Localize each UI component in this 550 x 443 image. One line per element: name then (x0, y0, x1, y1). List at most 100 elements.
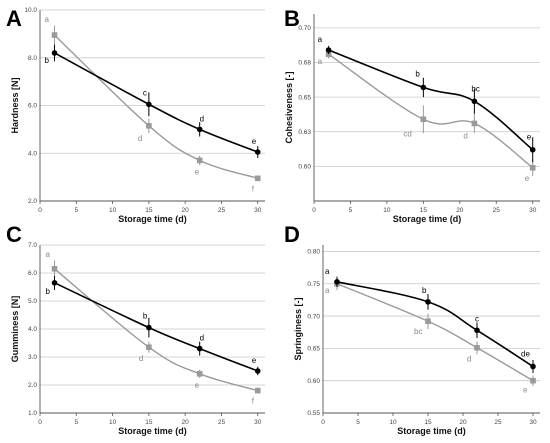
panel-d-series-black-point (474, 327, 480, 334)
panel-a-series-black-point (196, 126, 203, 133)
panel-b-x-tick-label: 15 (420, 207, 428, 214)
panel-a-x-tick-label: 5 (74, 207, 78, 214)
panel-d-series-gray-line (336, 283, 534, 382)
panel-a-letter: A (6, 6, 22, 31)
panel-d-x-tick-label: 15 (424, 419, 432, 426)
panel-c-series-black-point-label: d (200, 334, 204, 343)
panel-c-x-axis-title: Storage time (d) (118, 426, 187, 436)
panel-b-y-tick-label: 0.65 (298, 94, 311, 101)
panel-b-series-gray-point-label: a (318, 57, 323, 66)
panel-c-x-tick-label: 30 (254, 419, 262, 426)
panel-b-series-gray-point (471, 120, 478, 127)
panel-b-x-tick-label: 25 (493, 207, 501, 214)
panel-d-x-tick-label: 20 (459, 419, 467, 426)
panel-d-series-gray-point-label: bc (414, 327, 422, 336)
panel-c-series-gray-point-label: f (252, 397, 255, 406)
panel-b-series-black-point-label: b (415, 69, 420, 78)
panel-a-series-gray-point (146, 122, 152, 129)
panel-d-series-black-point-label: c (475, 314, 479, 323)
panel-c-series-gray-point-label: d (139, 354, 143, 363)
panel-d-y-tick-label: 0.65 (307, 346, 320, 353)
panel-b-y-tick-label: 0.68 (298, 60, 311, 67)
panel-c-y-tick-label: 6.0 (28, 270, 37, 277)
panel-b-y-tick-label: 0.70 (298, 25, 311, 32)
panel-c-series-gray-point (196, 371, 203, 377)
panel-c-y-tick-label: 5.0 (28, 298, 37, 305)
panel-a-series-gray-point (254, 175, 261, 182)
panel-c-letter: C (6, 222, 22, 247)
panel-a-series-black-line (54, 52, 259, 153)
panel-c-y-tick-label: 4.0 (28, 326, 37, 333)
panel-d-x-tick-label: 30 (529, 419, 537, 426)
panel-a-series-black-point-label: d (200, 114, 204, 123)
panel-b-series-gray-point (420, 116, 427, 123)
panel-c-x-tick-label: 20 (182, 419, 190, 426)
panel-d-letter: D (284, 222, 300, 247)
panel-c-x-tick-label: 15 (145, 419, 153, 426)
panel-a-y-tick-label: 8.0 (28, 55, 37, 62)
panel-d-x-tick-label: 0 (321, 419, 325, 426)
panel-a-y-tick-label: 2.0 (28, 198, 37, 205)
panel-c-y-tick-label: 3.0 (28, 354, 37, 361)
panel-a-x-axis-title: Storage time (d) (118, 214, 187, 224)
panel-d-x-tick-label: 5 (356, 419, 360, 426)
panel-a-y-tick-label: 6.0 (28, 103, 37, 110)
panel-b-x-axis-title: Storage time (d) (393, 214, 462, 224)
panel-a-x-tick-label: 15 (145, 207, 153, 214)
panel-b-series-black-point-label: bc (471, 84, 479, 93)
panel-a-series-gray-point (196, 157, 203, 164)
panel-c-series-gray-point-label: e (195, 381, 200, 390)
panel-c-series-gray-point (51, 266, 58, 272)
panel-b-series-black-point-label: a (318, 35, 323, 44)
panel-b-series-black-point (420, 84, 427, 91)
panel-d-y-axis-title: Springiness [-] (293, 297, 303, 360)
panel-b-series-black-point (529, 146, 536, 153)
panel-a-y-tick-label: 4.0 (28, 150, 37, 157)
panel-a-series-black-point-label: c (143, 88, 147, 97)
panel-b-y-tick-label: 0.63 (298, 129, 311, 136)
panel-d-y-tick-label: 0.60 (307, 378, 320, 385)
panel-d-series-gray-point-label: e (523, 386, 528, 395)
panel-b-series-black-point (325, 47, 332, 53)
panel-a-series-gray-line (54, 34, 258, 179)
panel-c-series-black-line (54, 282, 259, 372)
panel-c-y-tick-label: 1.0 (28, 410, 37, 417)
panel-c-series-black-point (146, 324, 152, 331)
panel-d-series-gray-point-label: d (467, 355, 471, 364)
panel-a-x-tick-label: 10 (109, 207, 117, 214)
panel-a-series-black-point (254, 149, 261, 155)
panel-d-y-tick-label: 0.75 (307, 281, 320, 288)
panel-d-series-gray-point (425, 318, 431, 325)
panel-d-y-tick-label: 0.80 (307, 249, 320, 256)
panel-c-series-gray-point-label: a (46, 250, 51, 259)
panel-d-series-black-point (530, 363, 536, 370)
panel-b-x-tick-label: 0 (312, 207, 316, 214)
panel-c-x-tick-label: 5 (74, 419, 78, 426)
panel-a-series-black-point (146, 101, 152, 108)
panel-b-x-tick-label: 5 (349, 207, 353, 214)
panel-d-series-black-point-label: b (422, 286, 427, 295)
panel-a-x-tick-label: 30 (254, 207, 262, 214)
panel-a-x-tick-label: 0 (38, 207, 42, 214)
panel-c-series-black-point (51, 280, 58, 286)
panel-c-y-tick-label: 2.0 (28, 382, 37, 389)
panel-c-x-tick-label: 10 (109, 419, 117, 426)
panel-d-series-black-point (334, 279, 340, 285)
panel-a-y-axis-title: Hardness [N] (10, 77, 20, 133)
panel-c-y-tick-label: 7.0 (28, 242, 37, 249)
panel-b-series-gray-point-label: e (525, 174, 530, 183)
panel-c-series-black-point-label: e (252, 356, 257, 365)
panel-c-series-black-point-label: b (46, 287, 51, 296)
panel-d-x-tick-label: 10 (389, 419, 397, 426)
panel-b-letter: B (284, 6, 300, 31)
panel-a-series-gray-point (51, 32, 58, 38)
panel-a-y-tick-label: 10.0 (24, 7, 37, 14)
panel-d-series-gray-point (474, 344, 480, 351)
panel-b-y-tick-label: 0.60 (298, 164, 311, 171)
panel-b-series-black-point-label: e (527, 133, 532, 142)
panel-a-series-gray-point-label: e (195, 167, 200, 176)
panel-a-series-gray-point-label: d (138, 134, 142, 143)
panel-b-series-gray-point-label: d (463, 131, 467, 140)
panel-d-series-gray-point-label: a (325, 286, 330, 295)
